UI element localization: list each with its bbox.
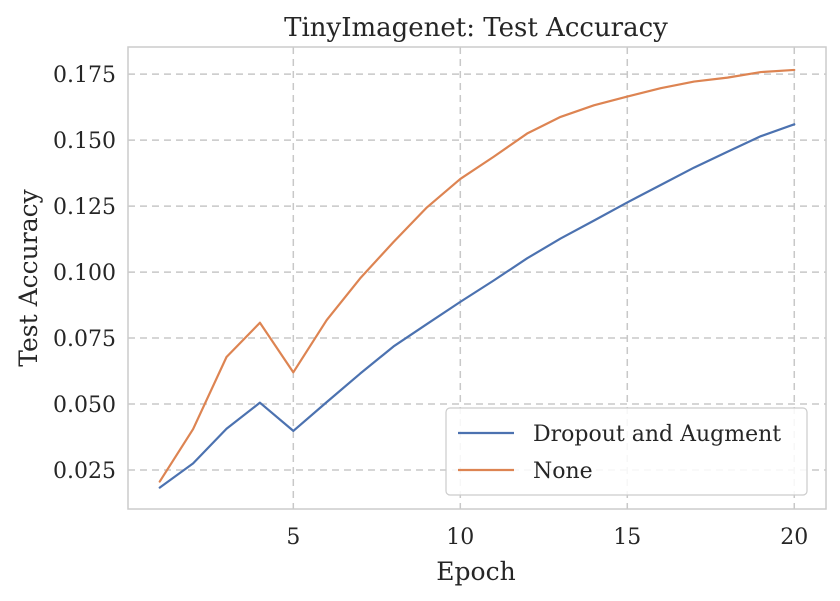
- x-axis-ticks: 5 10 15 20: [286, 525, 808, 550]
- x-tick-label: 15: [613, 525, 641, 550]
- y-tick-label: 0.075: [53, 327, 116, 352]
- series-line-none: [158, 68, 796, 483]
- y-tick-label: 0.050: [53, 393, 116, 418]
- series-lines: [158, 68, 796, 489]
- y-tick-label: 0.150: [53, 129, 116, 154]
- x-tick-label: 20: [780, 525, 808, 550]
- legend: Dropout and Augment None: [445, 407, 808, 496]
- legend-label-dropout-and-augment: Dropout and Augment: [533, 422, 781, 447]
- legend-box: [445, 407, 808, 496]
- y-tick-label: 0.175: [53, 63, 116, 88]
- legend-label-none: None: [533, 459, 593, 484]
- plot-frame: [127, 46, 827, 510]
- y-axis-label: Test Accuracy: [14, 188, 43, 366]
- y-tick-label: 0.125: [53, 195, 116, 220]
- series-line-dropout-and-augment: [158, 123, 796, 489]
- y-tick-label: 0.025: [53, 459, 116, 484]
- y-tick-label: 0.100: [53, 261, 116, 286]
- y-axis-ticks: 0.025 0.050 0.075 0.100 0.125 0.150 0.175: [53, 63, 116, 484]
- x-axis-label: Epoch: [436, 557, 515, 586]
- x-tick-label: 5: [286, 525, 300, 550]
- chart-title: TinyImagenet: Test Accuracy: [284, 13, 668, 43]
- x-tick-label: 10: [446, 525, 474, 550]
